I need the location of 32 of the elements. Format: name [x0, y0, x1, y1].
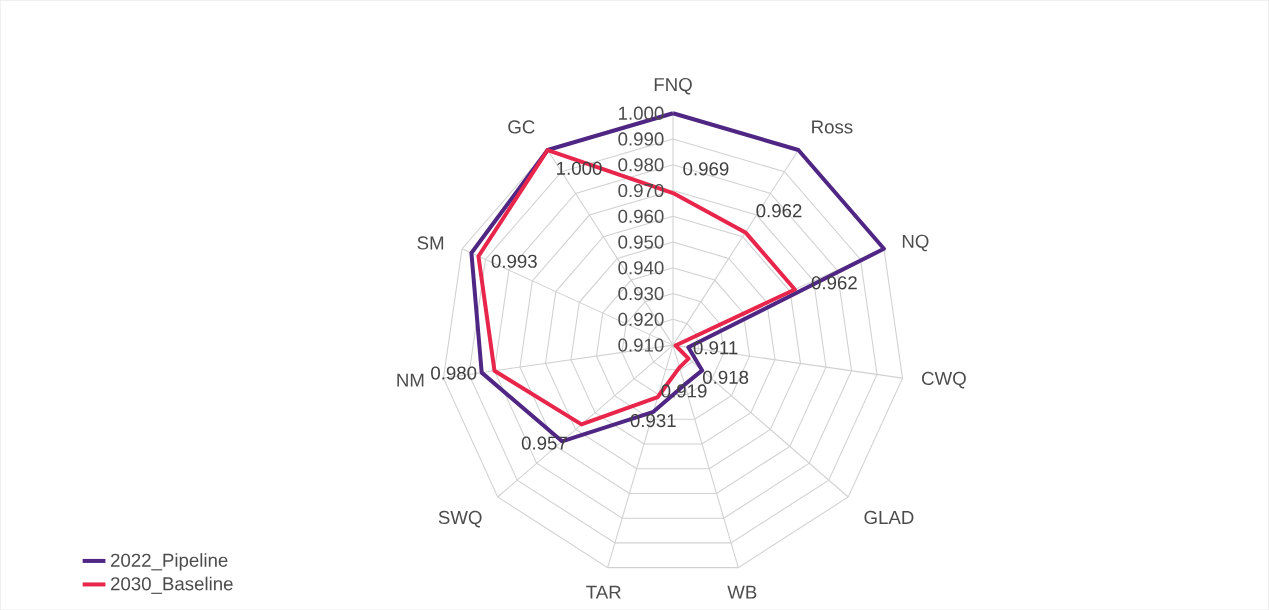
data-label: 0.931	[630, 413, 676, 428]
data-label: 0.962	[756, 203, 802, 218]
data-label: 0.918	[702, 370, 749, 384]
spoke-label: NM	[397, 373, 424, 387]
spoke-label: NQ	[902, 234, 929, 252]
y-tick-label: 0.990	[618, 132, 664, 146]
y-tick-label: 1.000	[619, 106, 664, 120]
spoke-label: WB	[727, 585, 757, 599]
spoke-label: GLAD	[864, 510, 914, 524]
spoke-label: CWQ	[922, 371, 966, 389]
y-tick-label: 0.980	[618, 158, 664, 172]
spoke-label: TAR	[586, 585, 621, 599]
spoke-label: FNQ	[654, 77, 692, 95]
spoke-label: SWQ	[438, 510, 482, 528]
y-tick-label: 0.910	[618, 338, 664, 352]
y-tick-label: 0.950	[618, 235, 664, 249]
data-label: 0.969	[683, 162, 729, 176]
data-label: 0.957	[521, 436, 567, 450]
y-tick-label: 0.970	[618, 183, 664, 197]
data-label: 1.000	[557, 161, 602, 175]
y-tick-label: 0.930	[618, 286, 664, 301]
spoke-label: GC	[508, 120, 535, 134]
y-tick-label: 0.940	[618, 261, 664, 275]
spoke-label: SM	[417, 236, 444, 250]
legend-label: 2030_Baseline	[111, 576, 233, 594]
spoke-label: Ross	[812, 120, 853, 134]
y-tick-label: 0.960	[618, 209, 664, 223]
data-label: 0.980	[431, 366, 477, 380]
data-label: 0.911	[693, 341, 738, 355]
legend-label: 2022_Pipeline	[111, 553, 228, 571]
y-tick-label: 0.920	[618, 312, 664, 326]
data-label: 0.993	[491, 254, 537, 268]
